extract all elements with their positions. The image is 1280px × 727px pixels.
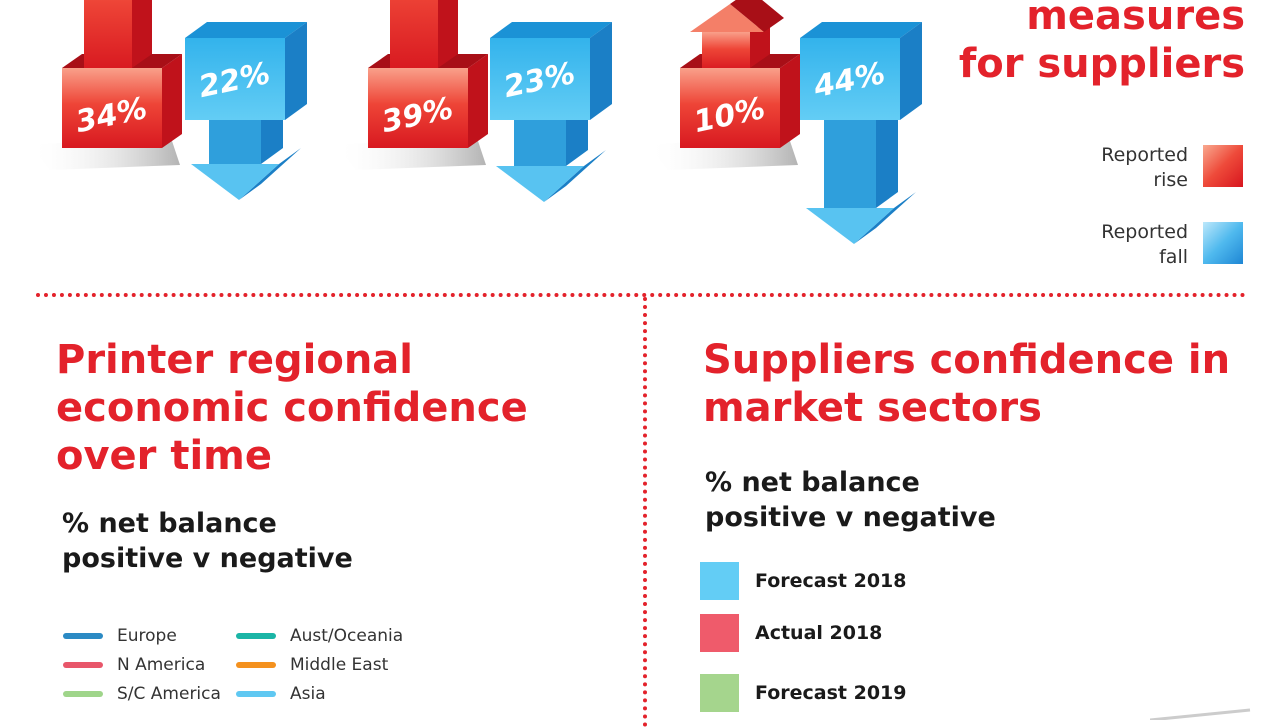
rise-arrow-shaft [702, 32, 750, 70]
regional-subtitle-line-1: % net balance [62, 508, 277, 539]
legend-fall-swatch [1203, 222, 1243, 264]
rise-arrow-shaft-side [132, 0, 152, 68]
fall-arrow-side [285, 22, 307, 120]
fall-arrow-top [185, 22, 307, 38]
fall-arrowhead-side [544, 150, 606, 202]
regional-legend-line-icon [63, 691, 103, 697]
fall-arrowhead-front [496, 166, 584, 202]
sectors-legend-swatch [700, 562, 739, 600]
sectors-legend-item: Actual 2018 [700, 614, 882, 652]
fall-arrow-top [800, 22, 922, 38]
sectors-subtitle-line-1: % net balance [705, 467, 920, 498]
fall-arrow-shaft-side [876, 104, 898, 208]
sectors-legend-swatch [700, 614, 739, 652]
rise-arrowhead-front [690, 4, 764, 32]
vertical-divider [643, 297, 647, 727]
rise-arrow-front [368, 68, 468, 148]
regional-legend-item: S/C America [63, 684, 221, 704]
fall-arrow-front [490, 38, 590, 120]
regional-legend-label: S/C America [117, 684, 221, 704]
sectors-legend-label: Forecast 2019 [755, 682, 907, 704]
fall-arrowhead-front [806, 208, 894, 244]
fall-arrow-side [900, 22, 922, 120]
sectors-legend-item: Forecast 2019 [700, 674, 907, 712]
fall-arrowhead-side [239, 148, 301, 200]
sectors-legend-swatch [700, 674, 739, 712]
legend-rise-swatch [1203, 145, 1243, 187]
regional-legend-label: N America [117, 655, 206, 675]
fall-arrow-shaft [514, 118, 566, 166]
regional-legend-line-icon [236, 691, 276, 697]
top-title-line-2: for suppliers [958, 41, 1245, 87]
rise-arrow-shaft [390, 0, 438, 70]
fall-arrow-front [185, 38, 285, 120]
regional-legend-item: Aust/Oceania [236, 626, 403, 646]
regional-legend-label: Asia [290, 684, 326, 704]
top-title-line-1: measures [1026, 0, 1245, 39]
regional-legend-label: Aust/Oceania [290, 626, 404, 646]
sectors-legend-label: Forecast 2018 [755, 570, 907, 592]
horizontal-divider [36, 293, 1246, 297]
rise-arrow-front [680, 68, 780, 148]
rise-arrow-side [780, 54, 800, 148]
regional-legend-line-icon [236, 662, 276, 668]
regional-legend-item: Middle East [236, 655, 388, 675]
legend-rise-label: Reported rise [1101, 143, 1188, 193]
legend-rise-line-2: rise [1153, 169, 1188, 191]
sectors-subtitle-line-2: positive v negative [705, 502, 996, 533]
rise-arrow-side [162, 54, 182, 148]
fall-arrow-top [490, 22, 612, 38]
rise-arrow-front [62, 68, 162, 148]
regional-title: Printer regional economic confidence ove… [56, 336, 528, 480]
sectors-legend-item: Forecast 2018 [700, 562, 907, 600]
regional-title-line-1: Printer regional [56, 337, 413, 383]
legend-rise-line-1: Reported [1101, 144, 1188, 166]
sectors-title: Suppliers confidence in market sectors [703, 336, 1230, 432]
sectors-legend-label: Actual 2018 [755, 622, 883, 644]
legend-fall-line-1: Reported [1101, 221, 1188, 243]
fall-arrowhead-side [854, 192, 916, 244]
regional-legend-line-icon [63, 633, 103, 639]
fall-arrow-shaft [824, 118, 876, 208]
rise-arrow-shaft-side [438, 0, 458, 68]
rise-arrowhead-side [730, 0, 784, 32]
sectors-title-line-2: market sectors [703, 385, 1042, 431]
regional-legend-label: Middle East [290, 655, 389, 675]
rise-arrow-side [468, 54, 488, 148]
rise-arrow-shaft [84, 0, 132, 70]
fall-arrow-side [590, 22, 612, 120]
regional-title-line-2: economic confidence [56, 385, 528, 431]
regional-legend-item: N America [63, 655, 205, 675]
regional-subtitle-line-2: positive v negative [62, 543, 353, 574]
sector-chart-axis-stub [1150, 708, 1251, 720]
top-panel-title: measures for suppliers [959, 0, 1245, 88]
regional-legend-line-icon [236, 633, 276, 639]
legend-fall-label: Reported fall [1101, 220, 1188, 270]
regional-legend-item: Europe [63, 626, 177, 646]
regional-legend-label: Europe [117, 626, 177, 646]
sectors-title-line-1: Suppliers confidence in [703, 337, 1231, 383]
legend-fall-line-2: fall [1159, 246, 1188, 268]
fall-arrow-front [800, 38, 900, 120]
regional-title-line-3: over time [56, 433, 272, 479]
fall-arrow-shaft [209, 118, 261, 164]
regional-subtitle: % net balance positive v negative [62, 506, 353, 576]
sectors-subtitle: % net balance positive v negative [705, 465, 996, 535]
regional-legend-item: Asia [236, 684, 326, 704]
fall-arrowhead-front [191, 164, 279, 200]
rise-fall-arrows-chart: 34%22%39%23%10%44% [30, 0, 922, 244]
regional-legend-line-icon [63, 662, 103, 668]
